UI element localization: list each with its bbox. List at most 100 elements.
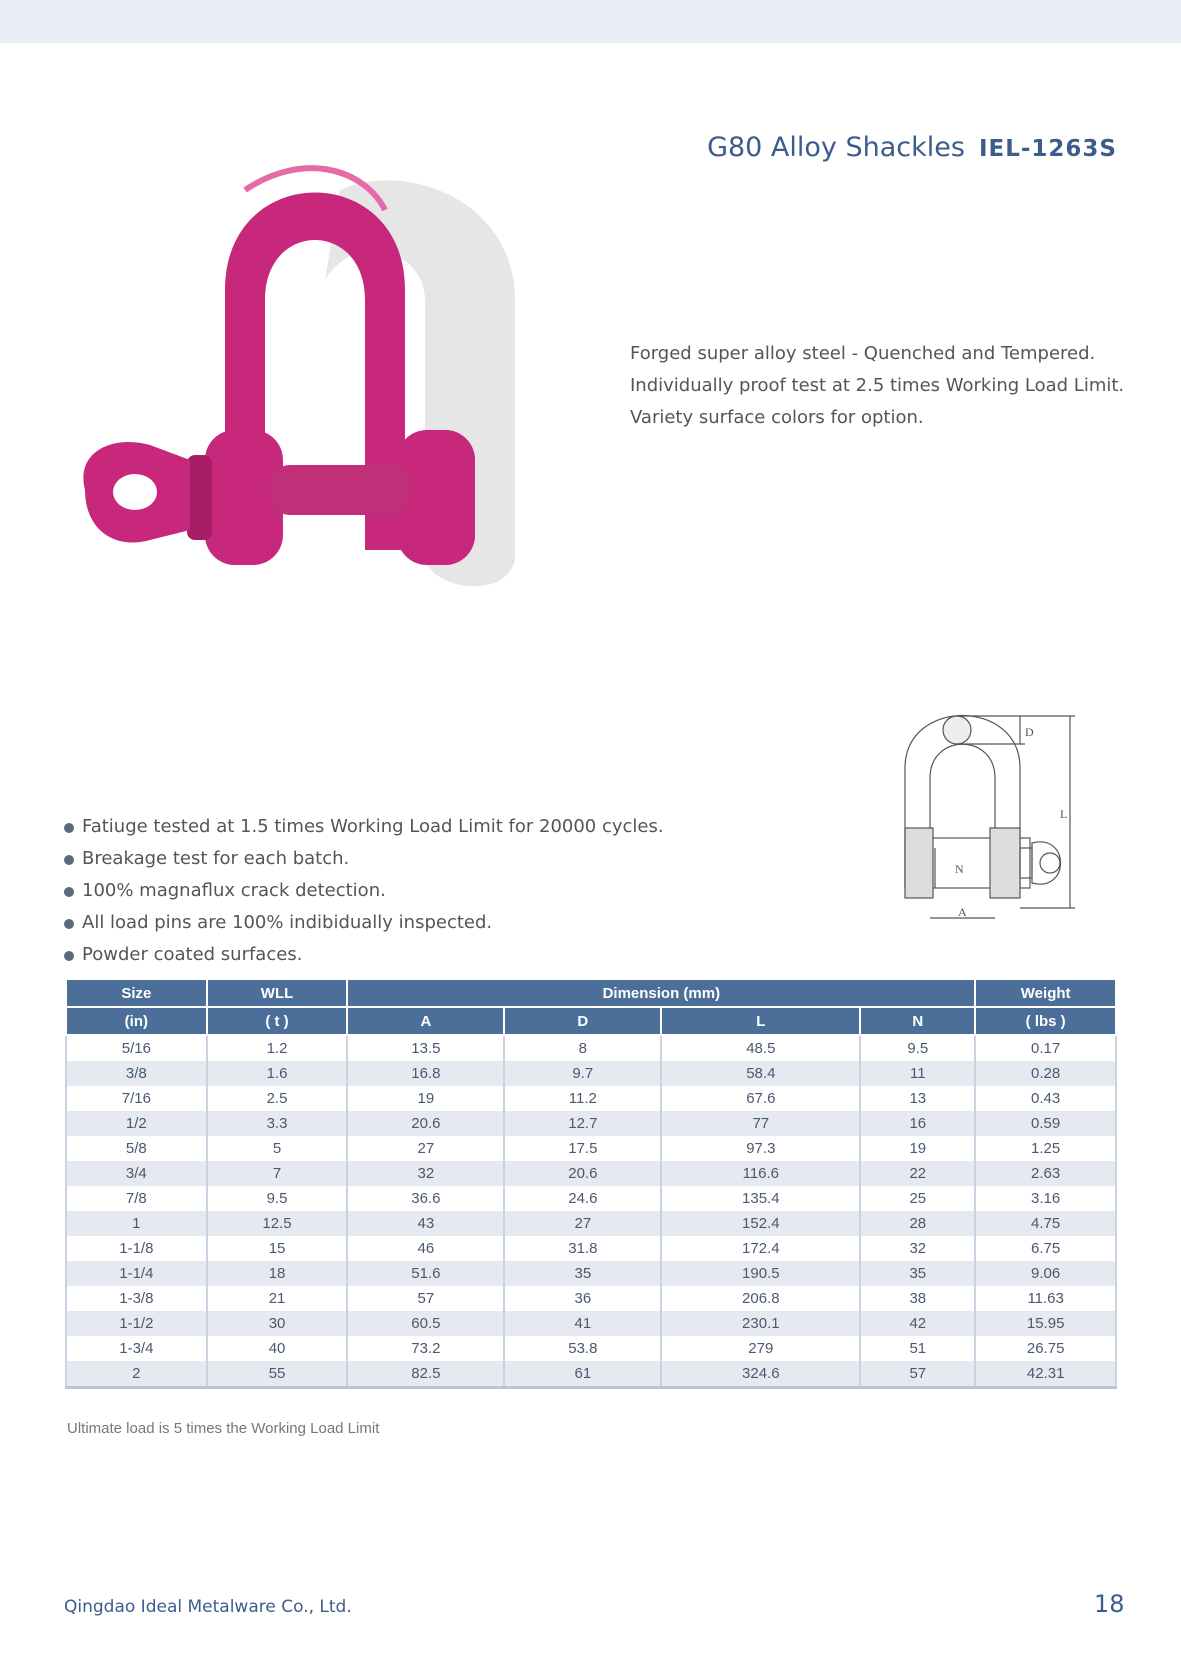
cell-d: 53.8: [503, 1336, 663, 1361]
table-row: 1/2 3.3 20.6 12.7 77 16 0.59: [65, 1111, 1117, 1136]
cell-a: 32: [346, 1161, 506, 1186]
cell-d: 41: [503, 1311, 663, 1336]
cell-l: 77: [660, 1111, 862, 1136]
page-number: 18: [1094, 1590, 1125, 1618]
cell-n: 22: [859, 1161, 977, 1186]
cell-wll: 1.2: [205, 1035, 349, 1061]
cell-n: 16: [859, 1111, 977, 1136]
table-row: 1-1/2 30 60.5 41 230.1 42 15.95: [65, 1311, 1117, 1336]
cell-weight: 26.75: [974, 1336, 1117, 1361]
header-wll-unit: ( t ): [205, 1007, 349, 1036]
cell-n: 11: [859, 1061, 977, 1086]
cell-l: 116.6: [660, 1161, 862, 1186]
cell-l: 324.6: [660, 1361, 862, 1389]
cell-size: 1-3/8: [65, 1286, 208, 1311]
cell-a: 46: [346, 1236, 506, 1261]
cell-weight: 0.28: [974, 1061, 1117, 1086]
shackle-photo: [83, 165, 515, 587]
header-size: Size: [65, 980, 208, 1008]
header-l: L: [660, 1007, 862, 1036]
table-row: 3/8 1.6 16.8 9.7 58.4 11 0.28: [65, 1061, 1117, 1086]
cell-wll: 55: [205, 1361, 349, 1389]
cell-size: 3/4: [65, 1161, 208, 1186]
cell-weight: 0.43: [974, 1086, 1117, 1111]
header-weight: Weight: [974, 980, 1117, 1008]
cell-d: 36: [503, 1286, 663, 1311]
cell-size: 1/2: [65, 1111, 208, 1136]
cell-n: 35: [859, 1261, 977, 1286]
cell-l: 206.8: [660, 1286, 862, 1311]
cell-weight: 4.75: [974, 1211, 1117, 1236]
cell-d: 31.8: [503, 1236, 663, 1261]
header-a: A: [346, 1007, 506, 1036]
cell-a: 19: [346, 1086, 506, 1111]
cell-wll: 18: [205, 1261, 349, 1286]
description-line: Forged super alloy steel - Quenched and …: [630, 343, 1096, 364]
header-n: N: [859, 1007, 977, 1036]
cell-l: 172.4: [660, 1236, 862, 1261]
cell-size: 3/8: [65, 1061, 208, 1086]
cell-d: 35: [503, 1261, 663, 1286]
cell-size: 1-3/4: [65, 1336, 208, 1361]
diagram-label-d: D: [1025, 725, 1034, 739]
cell-size: 1-1/8: [65, 1236, 208, 1261]
cell-a: 36.6: [346, 1186, 506, 1211]
cell-size: 1-1/2: [65, 1311, 208, 1336]
cell-a: 13.5: [346, 1035, 506, 1061]
cell-d: 11.2: [503, 1086, 663, 1111]
product-code: IEL-1263S: [978, 136, 1117, 162]
cell-size: 1-1/4: [65, 1261, 208, 1286]
product-name: G80 Alloy Shackles: [707, 132, 965, 163]
cell-d: 27: [503, 1211, 663, 1236]
cell-n: 57: [859, 1361, 977, 1389]
cell-size: 1: [65, 1211, 208, 1236]
cell-wll: 3.3: [205, 1111, 349, 1136]
cell-a: 57: [346, 1286, 506, 1311]
cell-l: 58.4: [660, 1061, 862, 1086]
cell-l: 67.6: [660, 1086, 862, 1111]
table-row: 1-3/4 40 73.2 53.8 279 51 26.75: [65, 1336, 1117, 1361]
dimension-diagram: D L N A: [904, 714, 1075, 919]
cell-weight: 11.63: [974, 1286, 1117, 1311]
description-line: Individually proof test at 2.5 times Wor…: [630, 375, 1125, 396]
cell-l: 230.1: [660, 1311, 862, 1336]
table-row: 7/8 9.5 36.6 24.6 135.4 25 3.16: [65, 1186, 1117, 1211]
cell-weight: 1.25: [974, 1136, 1117, 1161]
header-weight-unit: ( lbs ): [974, 1007, 1117, 1036]
feature-list: Fatiuge tested at 1.5 times Working Load…: [64, 811, 664, 971]
header-dimension: Dimension (mm): [346, 980, 977, 1008]
diagram-label-l: L: [1060, 807, 1067, 821]
cell-a: 82.5: [346, 1361, 506, 1389]
cell-size: 7/8: [65, 1186, 208, 1211]
product-description: Forged super alloy steel - Quenched and …: [630, 338, 1124, 434]
cell-d: 61: [503, 1361, 663, 1389]
cell-a: 51.6: [346, 1261, 506, 1286]
cell-l: 97.3: [660, 1136, 862, 1161]
feature-item: Fatiuge tested at 1.5 times Working Load…: [64, 811, 664, 843]
cell-n: 42: [859, 1311, 977, 1336]
cell-l: 48.5: [660, 1035, 862, 1061]
cell-a: 60.5: [346, 1311, 506, 1336]
cell-d: 17.5: [503, 1136, 663, 1161]
feature-item: 100% magnaflux crack detection.: [64, 875, 664, 907]
cell-size: 2: [65, 1361, 208, 1389]
cell-n: 25: [859, 1186, 977, 1211]
table-row: 2 55 82.5 61 324.6 57 42.31: [65, 1361, 1117, 1389]
cell-weight: 15.95: [974, 1311, 1117, 1336]
cell-l: 135.4: [660, 1186, 862, 1211]
cell-wll: 12.5: [205, 1211, 349, 1236]
cell-d: 20.6: [503, 1161, 663, 1186]
table-row: 3/4 7 32 20.6 116.6 22 2.63: [65, 1161, 1117, 1186]
cell-l: 279: [660, 1336, 862, 1361]
table-row: 1 12.5 43 27 152.4 28 4.75: [65, 1211, 1117, 1236]
cell-weight: 9.06: [974, 1261, 1117, 1286]
table-row: 1-1/4 18 51.6 35 190.5 35 9.06: [65, 1261, 1117, 1286]
cell-a: 43: [346, 1211, 506, 1236]
cell-wll: 30: [205, 1311, 349, 1336]
cell-n: 19: [859, 1136, 977, 1161]
specification-table: Size WLL Dimension (mm) Weight (in) ( t …: [65, 980, 1117, 1389]
table-row: 7/16 2.5 19 11.2 67.6 13 0.43: [65, 1086, 1117, 1111]
cell-d: 12.7: [503, 1111, 663, 1136]
cell-size: 5/8: [65, 1136, 208, 1161]
